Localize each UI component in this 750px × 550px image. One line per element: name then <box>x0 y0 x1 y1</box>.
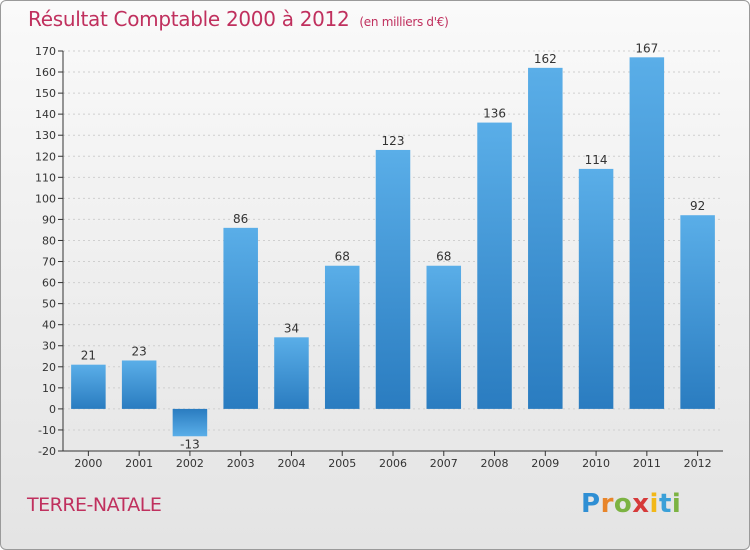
bar-2000 <box>71 364 106 409</box>
logo-letter: t <box>658 489 672 519</box>
bar-2007 <box>426 265 462 409</box>
x-tick-label-2002: 2002 <box>176 457 204 470</box>
bar-2005 <box>324 265 360 409</box>
value-label-2012: 92 <box>690 199 705 213</box>
x-tick-label-2010: 2010 <box>582 457 610 470</box>
x-tick-label-2009: 2009 <box>531 457 559 470</box>
value-label-2008: 136 <box>483 107 506 121</box>
logo-letter: i <box>649 489 659 519</box>
value-label-2006: 123 <box>382 134 405 148</box>
bar-2004 <box>274 337 309 409</box>
x-tick-label-2004: 2004 <box>277 457 305 470</box>
y-tick-label: 10 <box>42 382 56 395</box>
bar-2008 <box>477 122 512 409</box>
x-tick-label-2007: 2007 <box>430 457 458 470</box>
value-label-2005: 68 <box>335 250 350 264</box>
y-tick-label: -10 <box>38 424 56 437</box>
logo-letter: x <box>632 489 650 519</box>
y-tick-label: 80 <box>42 234 56 247</box>
y-tick-label: 150 <box>35 87 56 100</box>
y-tick-label: 30 <box>42 340 56 353</box>
bar-2011 <box>629 57 665 409</box>
bar-2006 <box>375 149 411 409</box>
proxiti-logo: Proxiti <box>581 489 681 519</box>
y-tick-label: -20 <box>38 445 56 458</box>
y-tick-label: 160 <box>35 66 56 79</box>
value-label-2007: 68 <box>436 250 451 264</box>
chart-title: Résultat Comptable 2000 à 2012 (en millie… <box>28 7 449 31</box>
y-tick-label: 140 <box>35 108 56 121</box>
y-tick-label: 0 <box>49 403 56 416</box>
y-tick-label: 40 <box>42 319 56 332</box>
bar-2002 <box>172 408 208 437</box>
y-tick-label: 50 <box>42 298 56 311</box>
logo-letter: i <box>671 489 682 519</box>
x-tick-label-2012: 2012 <box>684 457 712 470</box>
value-label-2001: 23 <box>132 344 147 358</box>
logo-letter: r <box>600 489 614 519</box>
bar-2010 <box>578 168 614 409</box>
y-tick-label: 60 <box>42 277 56 290</box>
logo-letter: P <box>581 489 601 519</box>
bar-2012 <box>680 215 715 409</box>
value-label-2010: 114 <box>585 153 608 167</box>
value-label-2011: 167 <box>635 41 658 55</box>
x-tick-label-2005: 2005 <box>328 457 356 470</box>
bar-layer: 21 23 -13 86 34 68 123 68 136 162 114 167 92 <box>71 41 715 451</box>
commune-name: TERRE-NATALE <box>27 494 162 516</box>
x-tick-label-2008: 2008 <box>481 457 509 470</box>
chart-title-text: Résultat Comptable 2000 à 2012 <box>28 7 350 31</box>
y-tick-label: 100 <box>35 192 56 205</box>
y-tick-label: 130 <box>35 129 56 142</box>
value-label-2002: -13 <box>180 437 200 451</box>
x-tick-label-2003: 2003 <box>227 457 255 470</box>
bar-2003 <box>223 227 258 409</box>
bar-2001 <box>121 360 157 409</box>
x-tick-label-2006: 2006 <box>379 457 407 470</box>
y-tick-label: 110 <box>35 171 56 184</box>
axis-layer: -20 -10 0 10 20 30 40 50 60 70 80 90 100 110 120 130 140… <box>35 45 723 470</box>
y-tick-label: 170 <box>35 45 56 58</box>
value-label-2003: 86 <box>233 212 248 226</box>
y-tick-label: 20 <box>42 361 56 374</box>
value-label-2004: 34 <box>284 321 299 335</box>
bar-2009 <box>528 67 563 409</box>
x-tick-label-2001: 2001 <box>125 457 153 470</box>
value-label-2000: 21 <box>81 349 96 363</box>
y-tick-label: 120 <box>35 150 56 163</box>
x-tick-label-2000: 2000 <box>74 457 102 470</box>
x-tick-label-2011: 2011 <box>633 457 661 470</box>
value-label-2009: 162 <box>534 52 557 66</box>
y-tick-label: 70 <box>42 256 56 269</box>
chart-subtitle: (en milliers d'€) <box>359 15 449 29</box>
logo-letter: o <box>613 489 633 519</box>
y-tick-label: 90 <box>42 213 56 226</box>
